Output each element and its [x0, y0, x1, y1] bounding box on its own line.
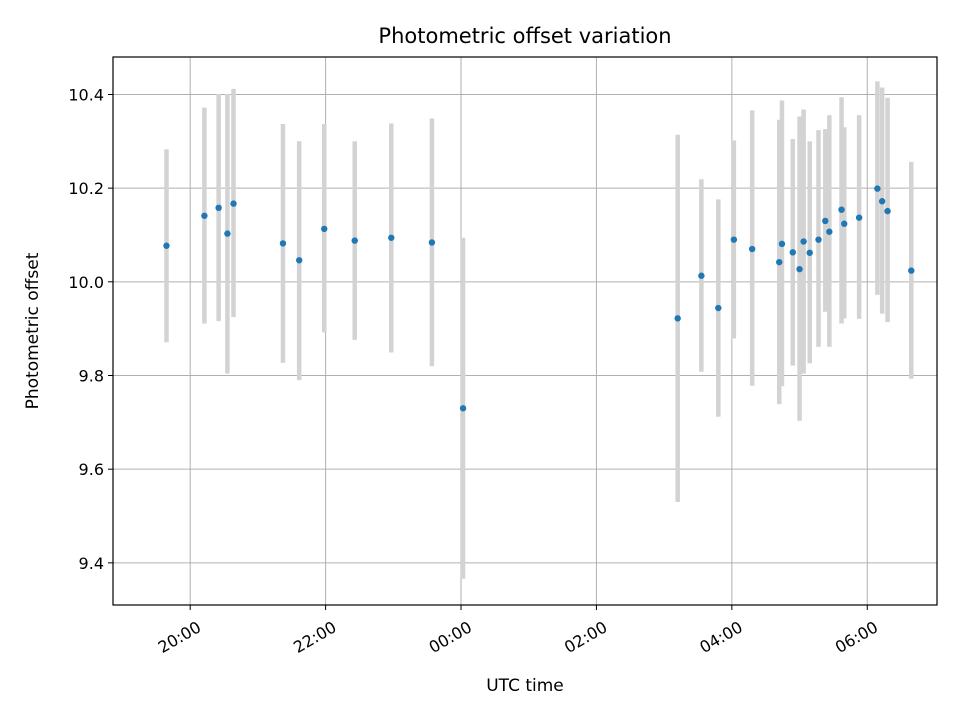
data-point: [826, 228, 833, 235]
data-point: [806, 249, 813, 256]
data-point: [838, 206, 845, 213]
y-tick-label: 9.6: [79, 460, 104, 479]
y-tick-label: 9.4: [79, 554, 104, 573]
y-tick-label: 9.8: [79, 366, 104, 385]
data-point: [730, 236, 738, 243]
data-point: [908, 267, 915, 274]
data-point: [776, 258, 783, 266]
data-point: [698, 272, 705, 279]
data-point: [796, 265, 803, 273]
data-point: [163, 242, 170, 249]
data-point: [884, 207, 891, 215]
data-point: [321, 225, 328, 233]
data-point: [388, 234, 395, 241]
data-point: [459, 405, 467, 412]
plot-frame: [112, 56, 938, 606]
data-point: [748, 245, 756, 253]
data-point: [874, 185, 881, 192]
data-point: [715, 304, 722, 312]
chart-title: Photometric offset variation: [378, 24, 671, 48]
data-point: [295, 257, 303, 264]
data-point: [822, 217, 829, 225]
y-tick-label: 10.0: [68, 273, 104, 292]
data-point: [674, 315, 681, 322]
x-axis-label: UTC time: [486, 676, 564, 696]
data-point: [201, 212, 208, 219]
data-point: [878, 198, 886, 205]
data-point: [778, 240, 786, 248]
y-tick-label: 10.2: [68, 179, 104, 198]
data-point: [215, 204, 222, 212]
data-point: [789, 249, 796, 256]
data-point: [841, 220, 848, 227]
y-tick-label: 10.4: [68, 85, 104, 104]
data-point: [815, 236, 822, 243]
data-point: [855, 214, 863, 221]
data-point: [800, 238, 807, 245]
data-point: [224, 230, 231, 237]
data-point: [351, 237, 358, 244]
data-point: [279, 240, 287, 247]
data-point: [230, 200, 237, 207]
data-points: [163, 185, 915, 412]
y-axis-label: Photometric offset: [23, 252, 43, 409]
data-point: [428, 239, 436, 246]
